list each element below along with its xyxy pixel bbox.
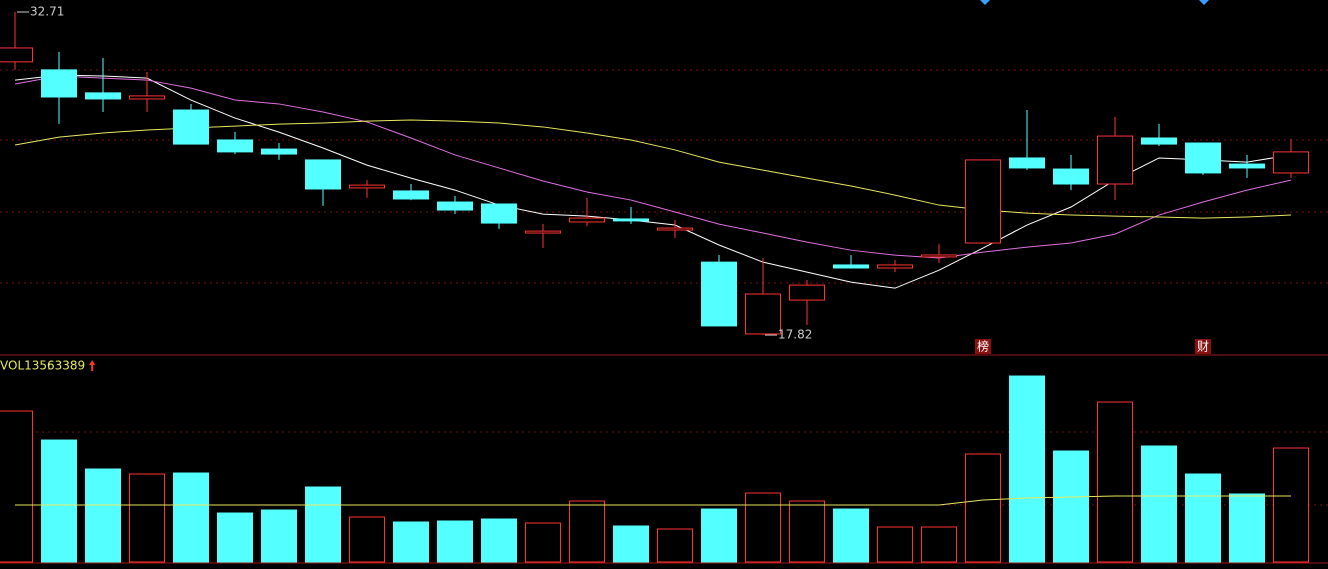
candle-body [349, 184, 385, 189]
volume-bar [1185, 473, 1221, 563]
candle-body [789, 284, 825, 301]
readout-arrow [89, 360, 96, 371]
candle-body [217, 139, 253, 153]
candle-body [393, 190, 429, 200]
volume-bar [833, 508, 869, 563]
candle-body [261, 148, 297, 155]
volume-bar [437, 520, 473, 563]
volume-bar [921, 526, 957, 563]
event-marker-box [975, 339, 991, 354]
candle-body [1053, 168, 1089, 185]
candle-body [173, 109, 209, 145]
candle-body [745, 293, 781, 335]
volume-bar [0, 410, 33, 563]
volume-bar [1053, 450, 1089, 563]
candle-body [525, 230, 561, 234]
volume-bar [129, 473, 165, 563]
candle-body [437, 201, 473, 211]
event-icon[interactable] [1199, 0, 1209, 5]
candle-body [921, 254, 957, 258]
volume-bar [173, 472, 209, 563]
candle-body [569, 217, 605, 223]
volume-bar [41, 439, 77, 563]
candle-body [1097, 135, 1133, 185]
event-marker: 财 [1197, 340, 1209, 354]
volume-bar [613, 525, 649, 563]
volume-bar [349, 516, 385, 563]
candle-body [129, 95, 165, 100]
volume-bar [1229, 493, 1265, 563]
candle-body [613, 218, 649, 222]
candle-body [481, 203, 517, 224]
volume-bar [261, 509, 297, 563]
volume-bar [789, 500, 825, 563]
candle-body [85, 92, 121, 100]
volume-bar [393, 521, 429, 563]
candle-body [877, 264, 913, 269]
volume-ma-line [15, 495, 1291, 506]
volume-bar [217, 512, 253, 563]
volume-bar [1273, 447, 1309, 563]
volume-bar [965, 453, 1001, 563]
candle-body [1185, 142, 1221, 174]
candle-body [1141, 137, 1177, 145]
ma-line [14, 119, 1292, 219]
candle-body [657, 227, 693, 231]
volume-bar [1141, 445, 1177, 563]
volume-readout-label: VOL135: [0, 359, 51, 373]
volume-bar [1097, 401, 1133, 563]
volume-bar [305, 486, 341, 563]
volume-bar [85, 468, 121, 563]
volume-bar [701, 508, 737, 563]
volume-bar [525, 522, 561, 563]
event-icon[interactable] [980, 0, 990, 5]
ma-line [14, 74, 1292, 289]
volume-bar [481, 518, 517, 563]
volume-bar [745, 492, 781, 563]
volume-bar [877, 526, 913, 563]
event-marker: 榜 [977, 339, 989, 354]
candle-body [1273, 151, 1309, 174]
volume-bar [1009, 375, 1045, 563]
event-marker-box [1195, 339, 1211, 354]
candle-body [41, 69, 77, 98]
volume-bar [657, 528, 693, 563]
ma-line [14, 75, 1292, 259]
high-label: 32.71 [30, 5, 64, 19]
candle-body [833, 264, 869, 269]
candle-body [1009, 157, 1045, 169]
candle-body [701, 261, 737, 327]
volume-readout-value: 63389 [47, 359, 85, 373]
candle-body [0, 47, 33, 63]
candle-body [305, 159, 341, 190]
candle-body [965, 159, 1001, 244]
low-label: 17.82 [778, 328, 812, 342]
candle-body [1229, 163, 1265, 169]
volume-bar [569, 500, 605, 563]
